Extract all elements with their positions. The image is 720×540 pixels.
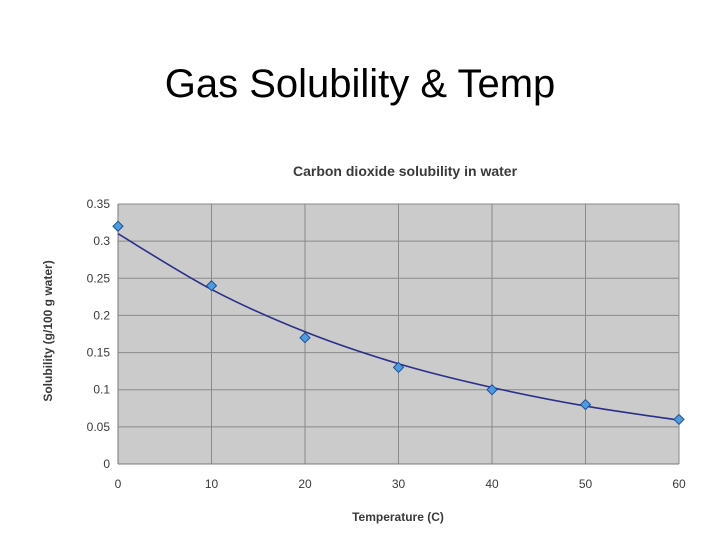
y-tick-label: 0.3	[93, 234, 110, 248]
x-tick-labels: 0 10 20 30 40 50 60	[115, 477, 686, 491]
y-tick-label: 0.15	[87, 346, 111, 360]
x-tick-label: 30	[392, 477, 406, 491]
x-tick-label: 10	[205, 477, 219, 491]
y-tick-label: 0.05	[87, 420, 111, 434]
data-points	[112, 220, 685, 426]
x-tick-label: 40	[485, 477, 499, 491]
data-point-diamond	[112, 220, 124, 232]
x-tick-label: 20	[298, 477, 312, 491]
y-tick-label: 0.25	[87, 271, 111, 285]
data-point-diamond	[579, 398, 592, 411]
y-tick-label: 0.2	[93, 308, 110, 322]
y-axis-label: Solubility (g/100 g water)	[41, 260, 55, 401]
y-tick-label: 0.1	[93, 383, 110, 397]
data-point-diamond	[205, 280, 218, 292]
data-point-diamond	[299, 332, 311, 344]
data-point-diamond	[673, 413, 685, 426]
y-tick-labels: 0 0.05 0.1 0.15 0.2 0.25 0.3 0.35	[87, 197, 111, 471]
y-tick-label: 0.35	[87, 197, 111, 211]
data-point-diamond	[392, 361, 405, 374]
x-tick-label: 0	[115, 477, 122, 491]
slide-title: Gas Solubility & Temp	[164, 62, 556, 106]
x-tick-label: 50	[579, 477, 593, 491]
chart-title: Carbon dioxide solubility in water	[293, 163, 518, 179]
y-tick-label: 0	[103, 457, 110, 471]
axes	[117, 204, 679, 465]
data-point-diamond	[486, 384, 498, 396]
x-tick-label: 60	[672, 477, 686, 491]
x-axis-label: Temperature (C)	[352, 510, 444, 524]
